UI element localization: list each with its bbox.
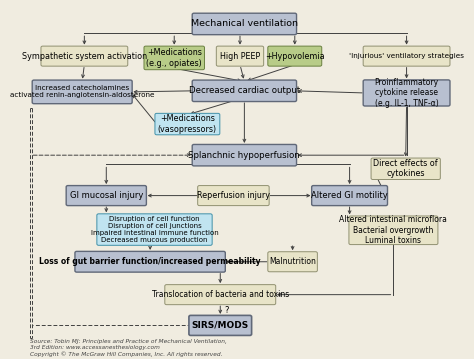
FancyBboxPatch shape	[363, 46, 450, 66]
Text: Disruption of cell function
Disruption of cell junctions
Impaired intestinal imm: Disruption of cell function Disruption o…	[91, 216, 219, 243]
Text: +Medications
(vasopressors): +Medications (vasopressors)	[158, 115, 217, 134]
FancyBboxPatch shape	[192, 80, 297, 102]
Text: SIRS/MODS: SIRS/MODS	[191, 321, 249, 330]
Text: Proinflammatory
cytokine release
(e.g. IL-1, TNF-α): Proinflammatory cytokine release (e.g. I…	[374, 78, 438, 108]
Text: +Hypovolemia: +Hypovolemia	[265, 52, 325, 61]
Text: Altered GI motility: Altered GI motility	[311, 191, 388, 200]
Text: High PEEP: High PEEP	[220, 52, 260, 61]
FancyBboxPatch shape	[66, 186, 146, 206]
FancyBboxPatch shape	[349, 216, 438, 244]
FancyBboxPatch shape	[75, 251, 225, 272]
FancyBboxPatch shape	[155, 113, 220, 135]
FancyBboxPatch shape	[192, 13, 297, 35]
Text: Decreased cardiac output: Decreased cardiac output	[189, 86, 300, 95]
Text: GI mucosal injury: GI mucosal injury	[70, 191, 143, 200]
FancyBboxPatch shape	[371, 158, 440, 180]
Text: Source: Tobin MJ: Principles and Practice of Mechanical Ventilation,
3rd Edition: Source: Tobin MJ: Principles and Practic…	[29, 339, 227, 356]
Text: ?: ?	[225, 306, 229, 314]
FancyBboxPatch shape	[192, 144, 297, 166]
FancyBboxPatch shape	[165, 285, 276, 305]
FancyBboxPatch shape	[97, 214, 212, 245]
FancyBboxPatch shape	[312, 186, 388, 206]
FancyBboxPatch shape	[198, 186, 269, 206]
FancyBboxPatch shape	[189, 316, 252, 335]
FancyBboxPatch shape	[268, 46, 322, 66]
Text: Malnutrition: Malnutrition	[269, 257, 316, 266]
Text: Sympathetic system activation: Sympathetic system activation	[22, 52, 147, 61]
Text: Reperfusion injury: Reperfusion injury	[197, 191, 270, 200]
FancyBboxPatch shape	[268, 252, 318, 272]
Text: Translocation of bacteria and toxins: Translocation of bacteria and toxins	[152, 290, 289, 299]
Text: Splanchnic hypoperfusion: Splanchnic hypoperfusion	[189, 151, 300, 160]
FancyBboxPatch shape	[216, 46, 264, 66]
FancyBboxPatch shape	[41, 46, 128, 66]
Text: Increased catecholamines
activated renin-angiotensin-aldosterone: Increased catecholamines activated renin…	[10, 85, 155, 98]
FancyBboxPatch shape	[32, 80, 132, 104]
Text: Direct effects of
cytokines: Direct effects of cytokines	[374, 159, 438, 178]
Text: Mechanical ventilation: Mechanical ventilation	[191, 19, 298, 28]
FancyBboxPatch shape	[363, 80, 450, 106]
FancyBboxPatch shape	[144, 46, 204, 70]
Text: +Medications
(e.g., opiates): +Medications (e.g., opiates)	[146, 48, 202, 67]
Text: Loss of gut barrier function/increased permeability: Loss of gut barrier function/increased p…	[39, 257, 261, 266]
Text: 'Injurious' ventilatory strategies: 'Injurious' ventilatory strategies	[349, 53, 464, 59]
Text: Altered intestinal microflora
Bacterial overgrowth
Luminal toxins: Altered intestinal microflora Bacterial …	[339, 215, 447, 245]
